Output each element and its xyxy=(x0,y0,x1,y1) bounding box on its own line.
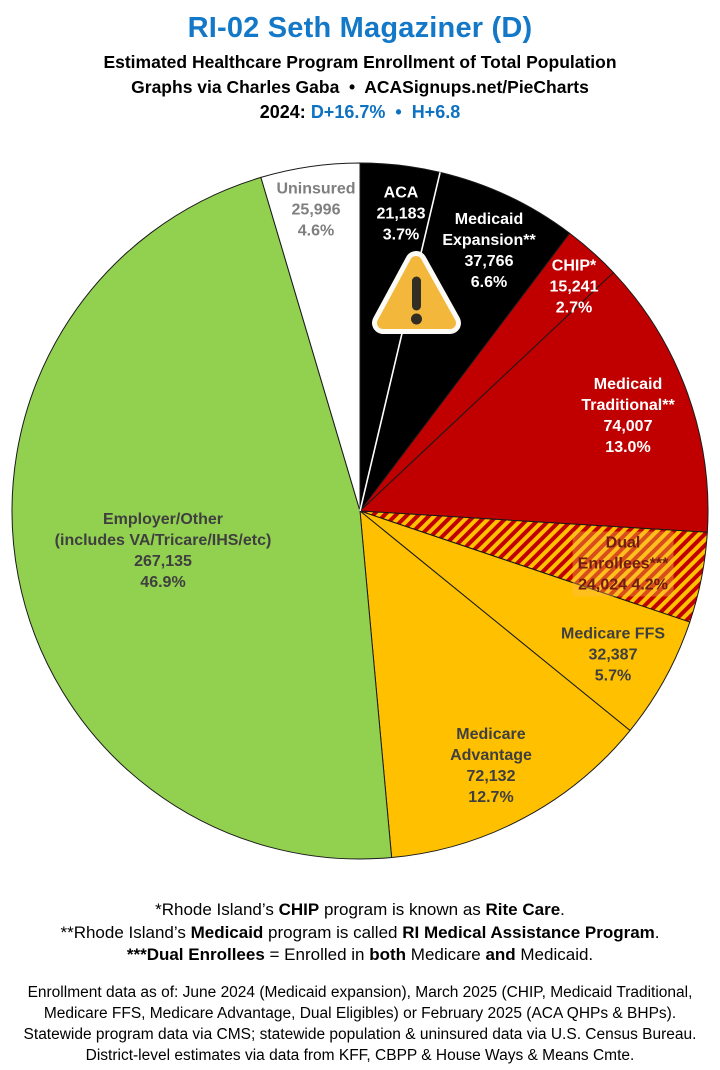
pie-slices xyxy=(11,162,709,860)
subtitle-credit: Graphs via Charles Gaba • ACASignups.net… xyxy=(131,77,589,97)
subtitle-enrollment: Estimated Healthcare Program Enrollment … xyxy=(103,52,617,72)
source-line: District-level estimates via data from K… xyxy=(85,1047,635,1064)
pie-slice-employer-other xyxy=(11,176,393,860)
pie-svg xyxy=(11,162,709,860)
source-note: Enrollment data as of: June 2024 (Medica… xyxy=(0,982,720,1066)
footnote-chip: *Rhode Island’s CHIP program is known as… xyxy=(155,900,565,919)
slice-divider-line xyxy=(359,172,441,512)
footnote-dual-enrollees: ***Dual Enrollees = Enrolled in both Med… xyxy=(126,945,594,964)
source-line: Statewide program data via CMS; statewid… xyxy=(23,1026,697,1043)
footnotes: *Rhode Island’s CHIP program is known as… xyxy=(0,899,720,967)
pie-slice-medicaid-expansion xyxy=(359,171,571,512)
partisan-lean: 2024: D+16.7% • H+6.8 xyxy=(259,102,461,122)
header: RI-02 Seth Magaziner (D) Estimated Healt… xyxy=(0,0,720,125)
warning-triangle-icon xyxy=(372,251,461,334)
pie-slice-medicare-advantage xyxy=(359,510,631,859)
pie-slice-medicare-ffs xyxy=(359,510,691,732)
source-line: Enrollment data as of: June 2024 (Medica… xyxy=(27,984,693,1001)
source-line: Medicare FFS, Medicare Advantage, Dual E… xyxy=(43,1005,677,1022)
pie-chart: ACA 21,183 3.7% Medicaid Expansion** 37,766 6… xyxy=(11,162,709,860)
pie-slice-uninsured xyxy=(260,162,361,512)
footnote-medicaid: **Rhode Island’s Medicaid program is cal… xyxy=(60,922,660,942)
pie-slice-medicaid-traditional xyxy=(359,272,709,533)
page-title: RI-02 Seth Magaziner (D) xyxy=(187,12,533,44)
